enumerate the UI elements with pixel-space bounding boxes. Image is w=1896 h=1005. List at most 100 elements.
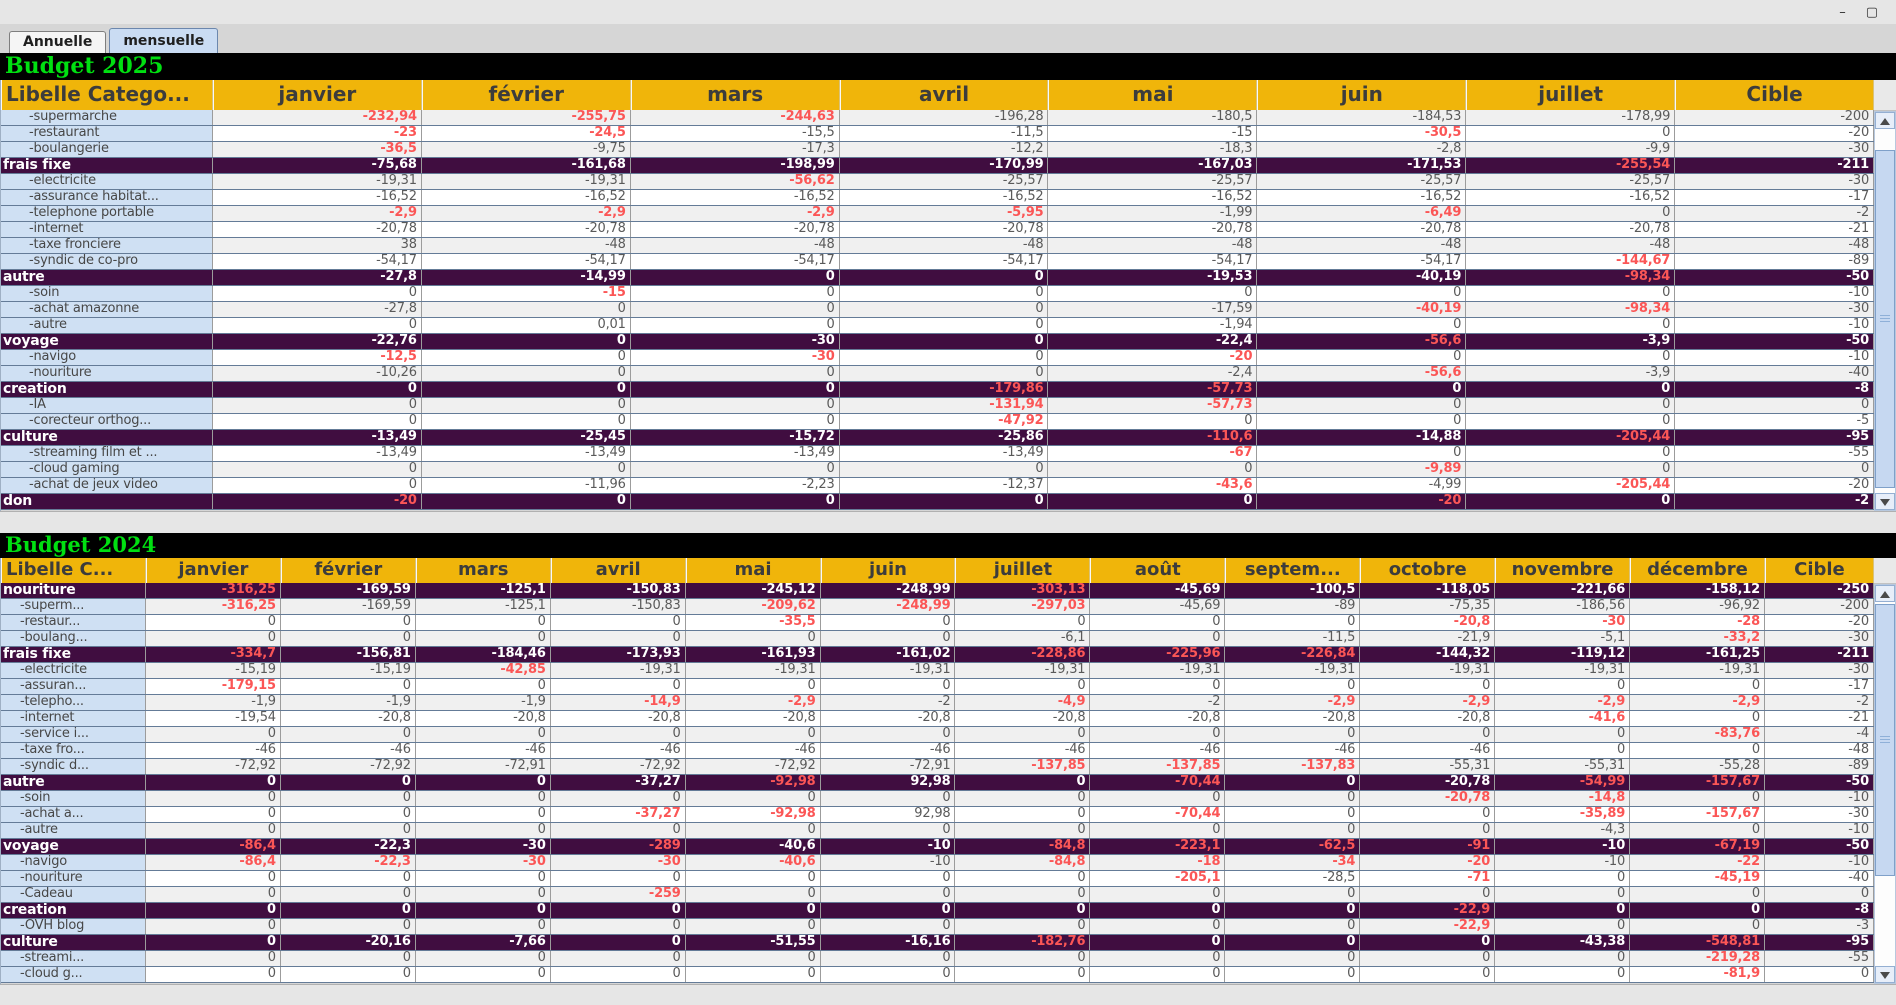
value-cell[interactable]: -30 [1765, 631, 1874, 646]
value-cell[interactable]: -169,59 [281, 583, 416, 598]
value-cell[interactable]: -184,46 [416, 647, 551, 662]
vertical-scrollbar[interactable] [1874, 111, 1896, 511]
value-cell[interactable]: -41,6 [1495, 711, 1631, 726]
value-cell[interactable]: 0 [839, 302, 1049, 317]
column-header[interactable]: Cible [1764, 558, 1874, 583]
value-cell[interactable]: -179,15 [145, 679, 281, 694]
row-label-cell[interactable]: -soin [1, 791, 146, 806]
value-cell[interactable]: -250 [1765, 583, 1874, 598]
value-cell[interactable]: 0 [280, 631, 416, 646]
value-cell[interactable]: -20,8 [955, 711, 1091, 726]
value-cell[interactable]: -28,5 [1225, 871, 1361, 886]
value-cell[interactable]: -316,25 [146, 583, 281, 598]
value-cell[interactable]: 0 [1495, 871, 1631, 886]
value-cell[interactable]: -3,9 [1466, 366, 1676, 381]
value-cell[interactable]: -48 [1257, 238, 1467, 253]
value-cell[interactable]: -21 [1675, 222, 1875, 237]
value-cell[interactable]: 0 [820, 727, 956, 742]
row-label-cell[interactable]: -corecteur orthog... [1, 414, 213, 429]
column-header[interactable]: juin [1257, 80, 1467, 110]
value-cell[interactable]: -20 [1765, 615, 1874, 630]
value-cell[interactable]: -33,2 [1630, 631, 1765, 646]
value-cell[interactable]: 0 [1257, 414, 1467, 429]
row-label-cell[interactable]: -streami... [1, 951, 146, 966]
value-cell[interactable]: -89 [1675, 254, 1875, 269]
value-cell[interactable]: -221,66 [1495, 583, 1631, 598]
scrollbar-thumb[interactable] [1875, 604, 1895, 876]
value-cell[interactable]: -22 [1630, 855, 1765, 870]
row-label-cell[interactable]: -superm... [1, 599, 146, 614]
value-cell[interactable]: -43,38 [1495, 935, 1631, 950]
value-cell[interactable]: 0 [422, 334, 631, 349]
value-cell[interactable]: -19,31 [1225, 663, 1361, 678]
maximize-icon[interactable]: ▢ [1865, 4, 1878, 20]
value-cell[interactable]: -200 [1765, 599, 1874, 614]
value-cell[interactable]: -96,92 [1630, 599, 1765, 614]
value-cell[interactable]: -30 [1675, 142, 1875, 157]
value-cell[interactable]: 0 [686, 903, 821, 918]
value-cell[interactable]: 0 [1090, 791, 1226, 806]
value-cell[interactable]: 0 [955, 887, 1091, 902]
column-header[interactable]: juillet [1466, 80, 1676, 110]
value-cell[interactable]: -137,83 [1225, 759, 1361, 774]
value-cell[interactable]: -30 [630, 350, 840, 365]
value-cell[interactable]: 0 [630, 398, 840, 413]
value-cell[interactable]: 0 [820, 679, 956, 694]
column-header[interactable]: décembre [1630, 558, 1765, 583]
value-cell[interactable]: 0 [415, 727, 551, 742]
value-cell[interactable]: -144,67 [1466, 254, 1676, 269]
value-cell[interactable]: 0 [212, 398, 422, 413]
value-cell[interactable]: -20,8 [550, 711, 686, 726]
value-cell[interactable]: 0 [685, 951, 821, 966]
row-label-cell[interactable]: don [1, 494, 213, 509]
value-cell[interactable]: -19,31 [1495, 663, 1631, 678]
value-cell[interactable]: -19,31 [955, 663, 1091, 678]
value-cell[interactable]: -30 [1495, 615, 1631, 630]
row-label-cell[interactable]: -cloud gaming [1, 462, 213, 477]
value-cell[interactable]: -170,99 [840, 158, 1049, 173]
value-cell[interactable]: 0 [280, 807, 416, 822]
value-cell[interactable]: 0 [145, 727, 281, 742]
value-cell[interactable]: 0 [1466, 446, 1676, 461]
value-cell[interactable]: -150,83 [551, 583, 686, 598]
value-cell[interactable]: -167,03 [1048, 158, 1258, 173]
value-cell[interactable]: -15,19 [145, 663, 281, 678]
row-label-cell[interactable]: -internet [1, 222, 213, 237]
value-cell[interactable]: -20,16 [281, 935, 416, 950]
value-cell[interactable]: 0 [1225, 887, 1361, 902]
value-cell[interactable]: -20 [1360, 855, 1496, 870]
value-cell[interactable]: 0 [820, 919, 956, 934]
value-cell[interactable]: -72,92 [145, 759, 281, 774]
value-cell[interactable]: -248,99 [820, 599, 956, 614]
row-label-cell[interactable]: -service i... [1, 727, 146, 742]
value-cell[interactable]: 0 [1466, 126, 1676, 141]
value-cell[interactable]: 0 [955, 951, 1091, 966]
value-cell[interactable]: -200 [1675, 110, 1875, 125]
value-cell[interactable]: -46 [550, 743, 686, 758]
row-label-cell[interactable]: -internet [1, 711, 146, 726]
value-cell[interactable]: 0 [839, 286, 1049, 301]
value-cell[interactable]: -27,8 [213, 270, 422, 285]
row-label-cell[interactable]: voyage [1, 334, 213, 349]
scrollbar-track[interactable] [1875, 129, 1895, 493]
value-cell[interactable]: 0 [1630, 919, 1765, 934]
value-cell[interactable]: -30 [631, 334, 840, 349]
value-cell[interactable]: 0 [685, 631, 821, 646]
value-cell[interactable]: 0 [1225, 615, 1361, 630]
value-cell[interactable]: 0 [1048, 414, 1258, 429]
row-label-cell[interactable]: -autre [1, 318, 213, 333]
column-header[interactable]: avril [839, 80, 1049, 110]
value-cell[interactable]: -1,94 [1048, 318, 1258, 333]
value-cell[interactable]: -182,76 [955, 935, 1091, 950]
value-cell[interactable]: 0 [820, 631, 956, 646]
value-cell[interactable]: -211 [1675, 158, 1875, 173]
value-cell[interactable]: -178,99 [1466, 110, 1676, 125]
row-label-cell[interactable]: -boulangerie [1, 142, 213, 157]
scrollbar-thumb[interactable] [1875, 150, 1895, 488]
value-cell[interactable]: -71 [1360, 871, 1496, 886]
column-header[interactable]: mars [630, 80, 840, 110]
value-cell[interactable]: 0 [1360, 951, 1496, 966]
value-cell[interactable]: -75,35 [1360, 599, 1496, 614]
value-cell[interactable]: 0 [1466, 318, 1676, 333]
value-cell[interactable]: -205,1 [1090, 871, 1226, 886]
